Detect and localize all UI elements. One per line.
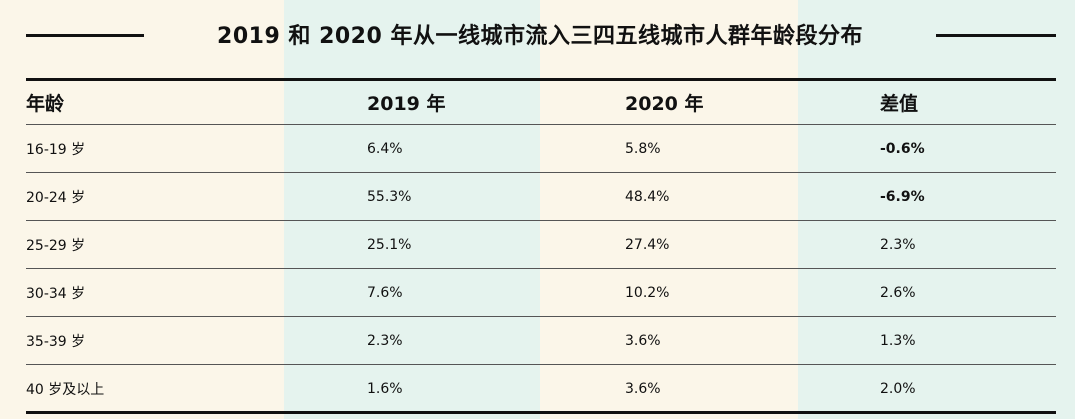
page-title: 2019 和 2020 年从一线城市流入三四五线城市人群年龄段分布 (217, 24, 863, 49)
header-age: 年龄 (26, 81, 367, 125)
cell-2020: 3.6% (625, 316, 880, 365)
cell-age: 35-39 岁 (26, 316, 367, 365)
table-top-rule (26, 78, 1056, 81)
age-distribution-table: 年龄 2019 年 2020 年 差值 16-19 岁 6.4% 5.8% -0… (26, 81, 1056, 412)
cell-diff: -6.9% (880, 172, 1056, 221)
cell-2020: 48.4% (625, 172, 880, 221)
table-row: 35-39 岁 2.3% 3.6% 1.3% (26, 316, 1056, 365)
cell-2020: 27.4% (625, 220, 880, 269)
table-row: 40 岁及以上 1.6% 3.6% 2.0% (26, 365, 1056, 413)
cell-diff: 2.0% (880, 380, 916, 397)
cell-2020: 10.2% (625, 268, 880, 317)
cell-diff: 2.3% (880, 220, 1056, 269)
cell-2019: 6.4% (367, 124, 625, 173)
header-diff: 差值 (880, 81, 1056, 125)
title-row: 2019 和 2020 年从一线城市流入三四五线城市人群年龄段分布 (0, 14, 1075, 56)
table-row: 20-24 岁 55.3% 48.4% -6.9% (26, 172, 1056, 221)
table-row: 25-29 岁 25.1% 27.4% 2.3% (26, 220, 1056, 269)
cell-age: 30-34 岁 (26, 268, 367, 317)
cell-2019: 25.1% (367, 220, 625, 269)
cell-2019: 55.3% (367, 172, 625, 221)
table-row: 16-19 岁 6.4% 5.8% -0.6% (26, 124, 1056, 173)
cell-age: 25-29 岁 (26, 220, 367, 269)
cell-diff: 2.6% (880, 268, 1056, 317)
cell-diff: -0.6% (880, 124, 1056, 173)
cell-age: 40 岁及以上 (26, 381, 105, 398)
table-bottom-rule (26, 411, 1056, 414)
cell-age: 16-19 岁 (26, 124, 367, 173)
cell-2019: 1.6% (367, 380, 403, 397)
header-2019: 2019 年 (367, 81, 625, 125)
table-header-row: 年龄 2019 年 2020 年 差值 (26, 81, 1056, 125)
cell-2019: 7.6% (367, 268, 625, 317)
title-rule-right (936, 34, 1056, 37)
cell-age: 20-24 岁 (26, 172, 367, 221)
cell-2020: 5.8% (625, 124, 880, 173)
cell-2020: 3.6% (625, 380, 661, 397)
title-rule-left (26, 34, 144, 37)
header-2020: 2020 年 (625, 81, 880, 125)
cell-2019: 2.3% (367, 316, 625, 365)
table-row: 30-34 岁 7.6% 10.2% 2.6% (26, 268, 1056, 317)
cell-diff: 1.3% (880, 316, 1056, 365)
